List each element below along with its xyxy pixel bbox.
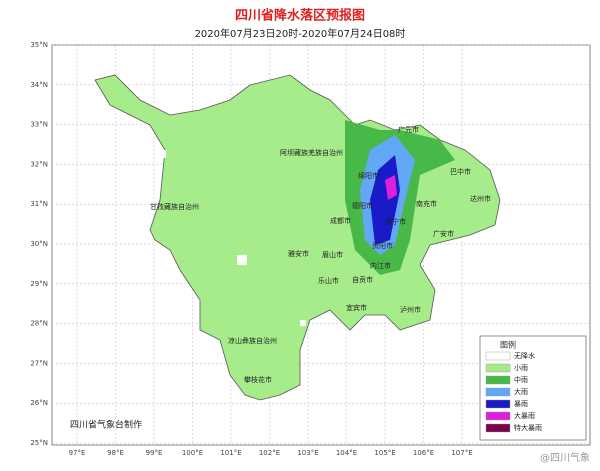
lat-label: 29°N: [30, 280, 48, 288]
legend-label: 中雨: [514, 375, 528, 384]
legend-label: 特大暴雨: [514, 423, 542, 432]
place-label: 乐山市: [318, 276, 339, 285]
watermark: @四川气象: [540, 451, 590, 464]
lat-label: 32°N: [30, 160, 48, 168]
legend-label: 暴雨: [514, 400, 528, 408]
place-label: 雅安市: [288, 249, 309, 258]
legend-title: 图例: [500, 340, 516, 350]
legend-swatch: [485, 399, 511, 409]
lon-label: 102°E: [259, 449, 280, 457]
place-label: 南充市: [416, 199, 437, 208]
place-label: 泸州市: [400, 305, 421, 314]
lon-label: 106°E: [413, 449, 434, 457]
legend-swatch: [485, 351, 511, 361]
lon-label: 100°E: [182, 449, 203, 457]
lat-label: 25°N: [30, 439, 48, 447]
place-label: 资阳市: [372, 241, 393, 250]
place-label: 阿坝藏族羌族自治州: [280, 148, 343, 157]
place-label: 达州市: [470, 194, 491, 203]
legend-label: 大暴雨: [514, 411, 535, 420]
lon-label: 98°E: [107, 449, 124, 457]
legend-swatch: [485, 375, 511, 385]
legend-swatch: [485, 423, 511, 433]
place-label: 甘孜藏族自治州: [150, 202, 199, 211]
legend-label: 大雨: [514, 387, 528, 396]
legend-label: 小雨: [514, 363, 528, 372]
lon-label: 105°E: [374, 449, 395, 457]
lat-label: 35°N: [30, 41, 48, 49]
subtitle: 2020年07月23日20时-2020年07月24日08时: [195, 27, 406, 40]
lon-label: 104°E: [336, 449, 357, 457]
place-label: 广元市: [398, 125, 419, 134]
place-label: 宜宾市: [346, 303, 367, 312]
place-label: 广安市: [433, 229, 454, 238]
heavy-rainstorm-area: [385, 175, 397, 200]
place-label: 内江市: [370, 261, 391, 270]
place-label: 眉山市: [322, 250, 343, 259]
lat-label: 33°N: [30, 121, 48, 129]
legend-label: 无降水: [514, 351, 535, 360]
legend-swatch: [485, 363, 511, 373]
lat-label: 34°N: [30, 81, 48, 89]
place-label: 巴中市: [450, 167, 471, 176]
lat-label: 31°N: [30, 200, 48, 208]
place-label: 自贡市: [352, 275, 373, 284]
lon-label: 107°E: [451, 449, 472, 457]
lon-label: 99°E: [146, 449, 163, 457]
lon-label: 101°E: [220, 449, 241, 457]
lon-label: 103°E: [297, 449, 318, 457]
title: 四川省降水落区预报图: [235, 8, 365, 24]
lat-label: 30°N: [30, 240, 48, 248]
lat-label: 28°N: [30, 320, 48, 328]
legend-swatch: [485, 411, 511, 421]
place-label: 成都市: [330, 216, 351, 225]
place-label: 遂宁市: [385, 217, 406, 226]
lon-label: 97°E: [69, 449, 86, 457]
place-label: 凉山彝族自治州: [228, 336, 277, 345]
no-rain-patches: [160, 150, 306, 326]
lat-label: 26°N: [30, 399, 48, 407]
place-label: 攀枝花市: [244, 375, 272, 384]
legend-swatch: [485, 387, 511, 397]
lat-label: 27°N: [30, 359, 48, 367]
footer: 四川省气象台制作: [70, 419, 142, 431]
place-label: 绵阳市: [358, 171, 379, 180]
place-label: 德阳市: [352, 201, 373, 210]
